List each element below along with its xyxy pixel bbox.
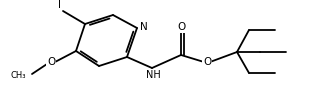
Text: N: N xyxy=(140,22,148,32)
Text: I: I xyxy=(58,0,61,10)
Text: O: O xyxy=(203,57,211,67)
Text: NH: NH xyxy=(146,70,160,80)
Text: O: O xyxy=(47,57,55,67)
Text: O: O xyxy=(177,22,185,32)
Text: CH₃: CH₃ xyxy=(11,71,26,79)
